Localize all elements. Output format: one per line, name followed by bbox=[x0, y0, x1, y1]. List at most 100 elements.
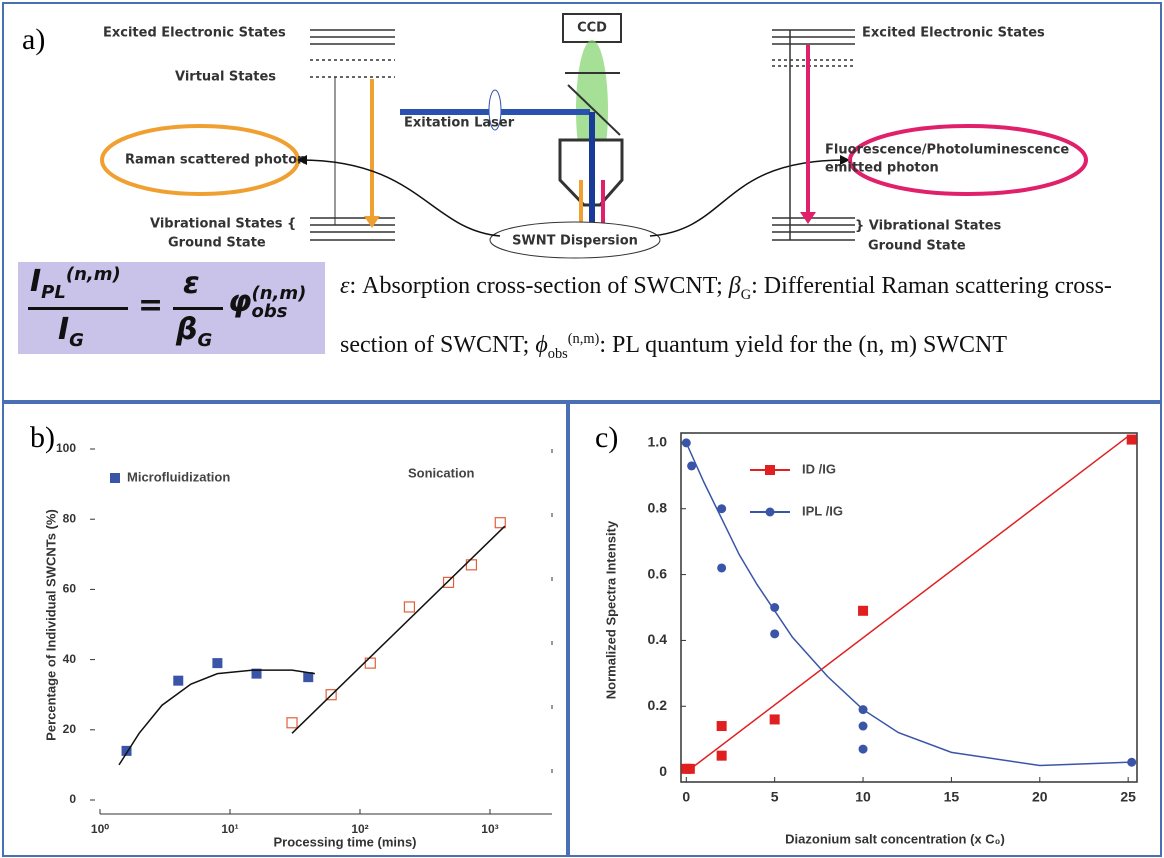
y-tick-label: 0 bbox=[659, 763, 667, 779]
diagram-label: Raman scattered photon bbox=[125, 153, 306, 168]
point bbox=[251, 668, 262, 679]
diagram-label: } Vibrational States bbox=[855, 219, 1002, 234]
point bbox=[1126, 434, 1137, 445]
ccd-box bbox=[562, 13, 622, 43]
eq-text: (n,m) bbox=[65, 264, 121, 285]
cap-text: (n,m) bbox=[567, 330, 600, 347]
arrow-head bbox=[297, 155, 307, 165]
fit-line bbox=[291, 525, 506, 734]
legend-label: Sonication bbox=[408, 465, 475, 480]
diagram-label: Vibrational States { bbox=[150, 217, 296, 232]
point bbox=[770, 603, 780, 612]
point bbox=[465, 559, 478, 571]
cap-text: obs bbox=[547, 345, 568, 362]
cap-text: : Differential Raman scattering cross-se… bbox=[340, 273, 1112, 358]
cap-text: : Absorption cross-section of SWCNT; bbox=[349, 273, 729, 299]
fit-line bbox=[685, 442, 1129, 767]
plot-frame bbox=[680, 432, 1138, 783]
point bbox=[769, 714, 780, 725]
point bbox=[716, 721, 727, 732]
eq-text: φ bbox=[228, 284, 252, 319]
arrow bbox=[299, 159, 501, 237]
point bbox=[716, 750, 727, 761]
point bbox=[770, 629, 780, 639]
point bbox=[403, 601, 416, 613]
dispersion-ellipse bbox=[489, 221, 661, 259]
y-tick-label: 40 bbox=[63, 652, 77, 666]
y-tick-label: 0.6 bbox=[648, 565, 668, 581]
x-tick-label: 10⁰ bbox=[91, 822, 109, 836]
x-tick-label: 10³ bbox=[481, 822, 498, 836]
legend-label: ID /IG bbox=[802, 461, 836, 476]
diagram-label: Virtual States bbox=[175, 70, 276, 85]
diagram-label: CCD bbox=[577, 21, 607, 36]
panel-label: b) bbox=[30, 421, 55, 454]
y-tick-label: 0 bbox=[69, 792, 76, 806]
eq-den: βG bbox=[176, 312, 212, 351]
eq-text: I bbox=[30, 264, 42, 299]
diagram-label: Ground State bbox=[868, 239, 966, 254]
y-tick-label: 80 bbox=[63, 511, 77, 525]
pl-ellipse bbox=[848, 124, 1088, 196]
point bbox=[494, 517, 506, 529]
mirror bbox=[567, 84, 621, 136]
fit-line bbox=[685, 435, 1129, 773]
point bbox=[858, 744, 868, 754]
legend-marker bbox=[110, 473, 120, 483]
arrow-head bbox=[840, 155, 850, 165]
arrow-head bbox=[364, 216, 380, 228]
cap-text: G bbox=[740, 286, 752, 303]
panel-label: a) bbox=[22, 23, 45, 56]
eq-text: G bbox=[69, 330, 84, 351]
point bbox=[858, 721, 868, 731]
panel-label: c) bbox=[595, 421, 618, 454]
eq-text: = bbox=[138, 288, 164, 323]
point bbox=[717, 504, 727, 514]
eq-text: I bbox=[58, 312, 70, 347]
diagram-label: Ground State bbox=[168, 236, 266, 251]
point bbox=[442, 576, 455, 588]
point bbox=[303, 672, 314, 683]
y-tick-label: 0.2 bbox=[648, 697, 668, 713]
diagram-label: Fluorescence/Photoluminescence bbox=[825, 143, 1069, 158]
eq-den: IG bbox=[58, 312, 84, 351]
legend-marker bbox=[765, 507, 775, 517]
legend-marker bbox=[765, 465, 775, 475]
x-tick-label: 10² bbox=[351, 822, 368, 836]
y-tick-label: 60 bbox=[63, 582, 77, 596]
fraction-bar bbox=[28, 307, 128, 310]
x-tick-label: 25 bbox=[1120, 789, 1136, 805]
x-tick-label: 20 bbox=[1032, 789, 1048, 805]
point bbox=[173, 675, 184, 686]
y-axis-label: Normalized Spectra Intensity bbox=[603, 520, 618, 699]
point bbox=[212, 658, 223, 669]
point bbox=[1127, 757, 1137, 767]
diagram-label: Exitation Laser bbox=[404, 116, 515, 131]
diagram-label: Excited Electronic States bbox=[862, 26, 1045, 41]
eq-num: IPL(n,m) bbox=[30, 264, 121, 303]
cap-text: : PL quantum yield for the (n, m) SWCNT bbox=[599, 331, 1008, 358]
eq-phi: φ (n,m) obs bbox=[228, 284, 306, 321]
x-tick-label: 0 bbox=[682, 789, 690, 805]
diagram-label: emitted photon bbox=[825, 161, 939, 176]
x-tick-label: 5 bbox=[771, 789, 779, 805]
legend-label: Microfluidization bbox=[127, 469, 230, 484]
eq-text: ε bbox=[183, 266, 200, 301]
x-axis-label: Diazonium salt concentration (x C₀) bbox=[785, 831, 1005, 846]
cap-text: ε bbox=[340, 273, 350, 299]
point bbox=[325, 689, 337, 701]
fit-line bbox=[118, 669, 316, 766]
right-levels bbox=[772, 29, 855, 241]
equation: IPL(n,m) IG = ε βG φ (n,m) obs bbox=[18, 262, 325, 354]
point bbox=[717, 563, 727, 573]
eq-text: PL bbox=[41, 282, 66, 303]
x-tick-label: 10¹ bbox=[221, 822, 238, 836]
x-tick-label: 15 bbox=[944, 789, 960, 805]
cap-text: β bbox=[728, 273, 741, 299]
y-tick-label: 0.8 bbox=[648, 499, 668, 515]
point bbox=[687, 461, 697, 471]
point bbox=[121, 745, 132, 756]
eq-text: (n,m) bbox=[251, 282, 307, 304]
